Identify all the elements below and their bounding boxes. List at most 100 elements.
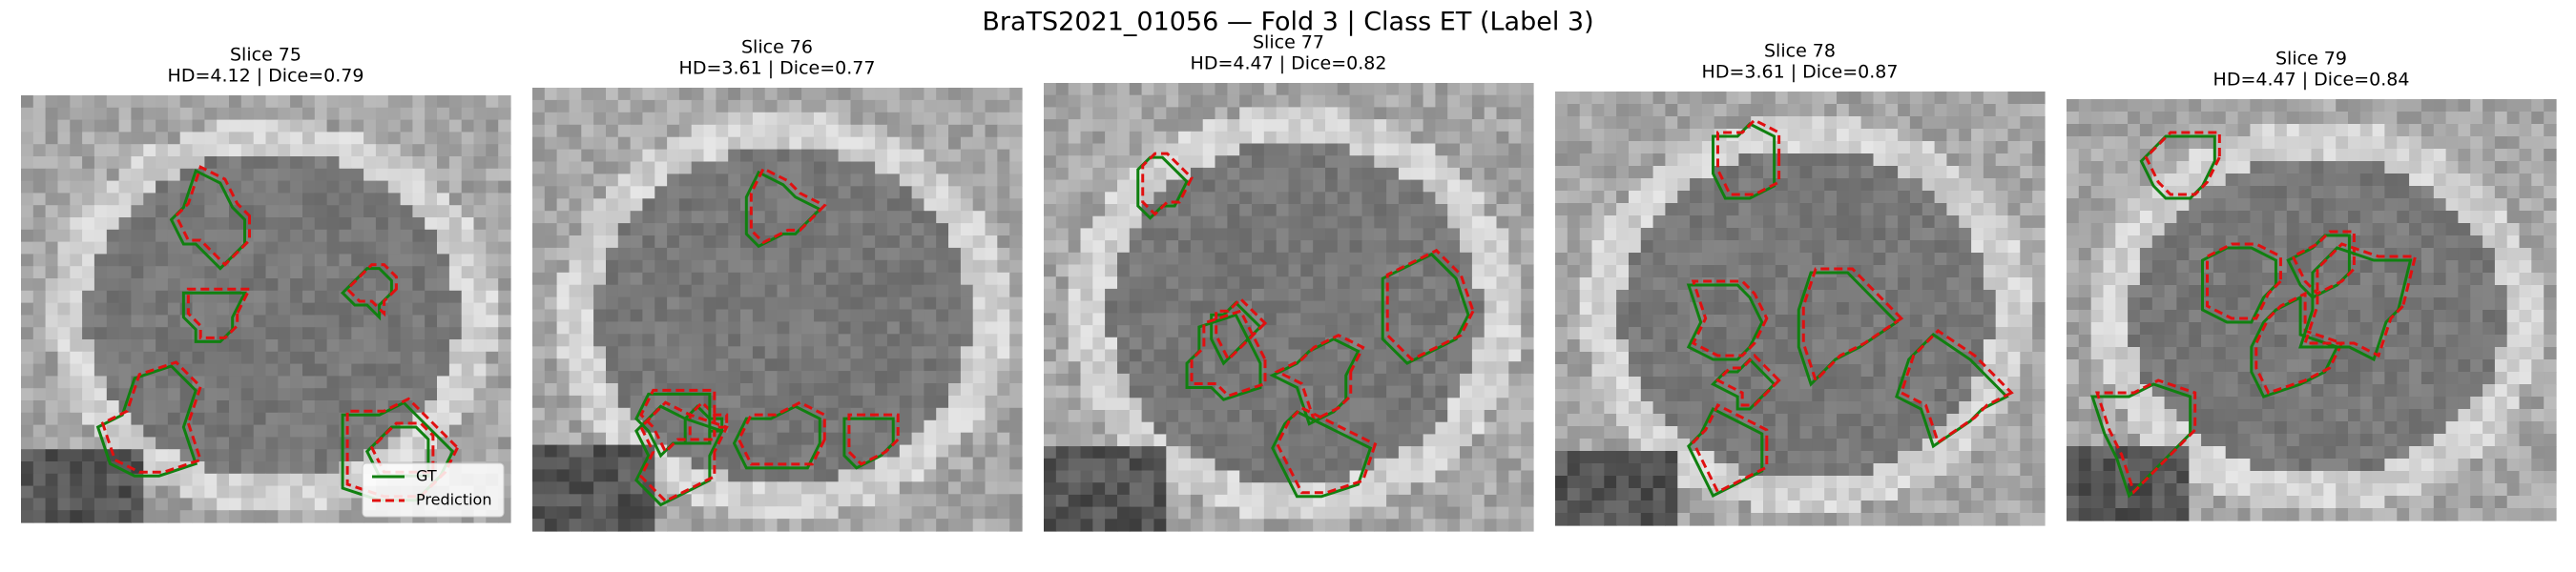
pixel bbox=[21, 144, 34, 157]
pixel bbox=[1567, 178, 1581, 192]
pixel bbox=[240, 510, 255, 523]
pixel bbox=[703, 112, 717, 126]
pixel bbox=[461, 302, 475, 316]
pixel bbox=[886, 371, 901, 384]
pixel bbox=[1276, 325, 1290, 338]
pixel bbox=[1652, 116, 1666, 130]
pixel bbox=[1337, 458, 1351, 472]
pixel bbox=[1460, 482, 1473, 496]
pixel bbox=[997, 506, 1010, 520]
pixel bbox=[936, 334, 949, 347]
pixel bbox=[1068, 506, 1082, 520]
pixel bbox=[364, 315, 377, 328]
pixel bbox=[728, 358, 741, 372]
pixel bbox=[1873, 277, 1886, 291]
pixel bbox=[532, 419, 546, 434]
pixel bbox=[278, 217, 291, 231]
pixel bbox=[1044, 325, 1057, 338]
pixel bbox=[1591, 104, 1605, 117]
pixel bbox=[1117, 179, 1131, 193]
pixel bbox=[1337, 264, 1351, 277]
pixel bbox=[473, 107, 487, 121]
pixel bbox=[1447, 519, 1461, 532]
pixel bbox=[217, 388, 230, 401]
pixel bbox=[1337, 313, 1351, 326]
pixel bbox=[1166, 470, 1179, 483]
pixel bbox=[32, 132, 47, 145]
pixel bbox=[777, 519, 790, 532]
pixel bbox=[1971, 253, 1984, 266]
pixel bbox=[70, 193, 83, 206]
pixel bbox=[1313, 179, 1326, 193]
pixel bbox=[1337, 228, 1351, 241]
pixel bbox=[179, 95, 194, 109]
pixel bbox=[1873, 116, 1886, 130]
pixel bbox=[1922, 228, 1936, 241]
pixel bbox=[1763, 265, 1776, 278]
pixel bbox=[1009, 99, 1023, 113]
pixel bbox=[240, 388, 255, 401]
pixel bbox=[1374, 519, 1387, 532]
pixel bbox=[814, 161, 827, 174]
pixel bbox=[2020, 203, 2033, 216]
pixel bbox=[1080, 252, 1093, 266]
pixel bbox=[192, 376, 205, 389]
pixel bbox=[1386, 240, 1400, 254]
pixel bbox=[1276, 337, 1290, 351]
pixel bbox=[1055, 179, 1070, 193]
pixel bbox=[192, 254, 205, 267]
pixel bbox=[1447, 410, 1461, 423]
pixel bbox=[1484, 143, 1498, 156]
pixel bbox=[1591, 141, 1605, 154]
pixel bbox=[1726, 240, 1739, 254]
pixel bbox=[1640, 228, 1654, 241]
pixel bbox=[1105, 276, 1118, 290]
pixel bbox=[924, 481, 937, 495]
pixel bbox=[375, 388, 389, 401]
pixel bbox=[1898, 92, 1911, 105]
pixel bbox=[131, 168, 144, 182]
pixel bbox=[1787, 240, 1801, 254]
pixel bbox=[1239, 421, 1253, 435]
pixel bbox=[838, 383, 851, 397]
pixel bbox=[2020, 178, 2033, 192]
pixel bbox=[1325, 446, 1339, 460]
pixel bbox=[814, 99, 827, 113]
pixel bbox=[1141, 325, 1154, 338]
pixel bbox=[21, 449, 34, 462]
pixel bbox=[960, 494, 974, 507]
pixel bbox=[1885, 265, 1899, 278]
pixel bbox=[167, 510, 181, 523]
pixel bbox=[1166, 446, 1179, 460]
pixel bbox=[339, 376, 352, 389]
pixel bbox=[1508, 240, 1522, 254]
pixel bbox=[179, 485, 194, 499]
pixel bbox=[1374, 482, 1387, 496]
pixel bbox=[1837, 116, 1850, 130]
pixel bbox=[461, 278, 475, 292]
pixel bbox=[814, 284, 827, 298]
pixel bbox=[253, 424, 267, 438]
pixel bbox=[1252, 494, 1265, 508]
pixel bbox=[1652, 129, 1666, 142]
pixel bbox=[131, 241, 144, 255]
pixel bbox=[1665, 265, 1678, 278]
pixel bbox=[1153, 519, 1167, 532]
pixel bbox=[1812, 166, 1825, 179]
pixel bbox=[1092, 410, 1106, 423]
pixel bbox=[339, 95, 352, 109]
pixel bbox=[556, 494, 570, 507]
pixel bbox=[1677, 191, 1691, 204]
pixel bbox=[253, 498, 267, 511]
pixel bbox=[838, 519, 851, 532]
pixel bbox=[1288, 264, 1301, 277]
pixel bbox=[498, 449, 511, 462]
pixel bbox=[899, 334, 913, 347]
pixel bbox=[326, 95, 340, 109]
pixel bbox=[1092, 313, 1106, 326]
pixel bbox=[143, 254, 156, 267]
pixel bbox=[630, 124, 643, 138]
pixel bbox=[1092, 252, 1106, 266]
pixel bbox=[1423, 94, 1436, 108]
pixel bbox=[838, 321, 851, 335]
